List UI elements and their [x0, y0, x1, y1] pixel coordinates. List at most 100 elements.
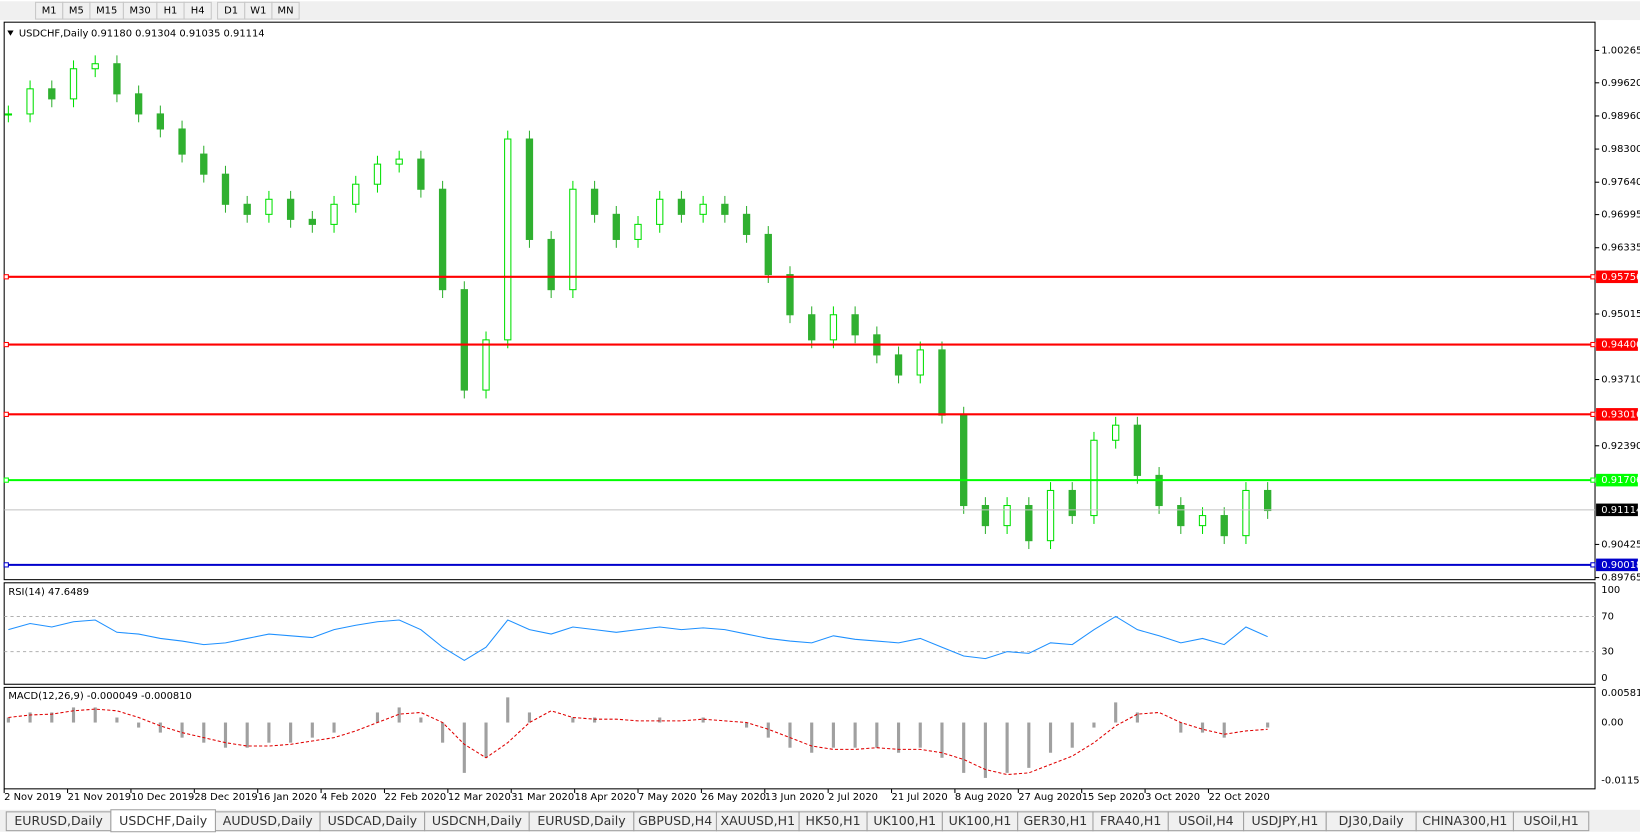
chart-tab-label[interactable]: GER30,H1 [1023, 813, 1087, 828]
chart-tab[interactable] [1512, 811, 1590, 832]
chart-tab-label[interactable]: UK100,H1 [949, 813, 1012, 828]
macd-signal [8, 708, 1268, 776]
chart-ohlc: 0.91180 0.91304 0.91035 0.91114 [91, 29, 265, 40]
chart-tab-label[interactable]: USDCNH,Daily [432, 813, 523, 828]
candle-body [1112, 424, 1120, 441]
date-label: 10 Dec 2019 [131, 792, 194, 803]
chart-tab-label[interactable]: CHINA300,H1 [1422, 813, 1507, 828]
timeframe-button[interactable] [183, 1, 212, 20]
timeframe-label[interactable]: M30 [130, 6, 151, 17]
date-label: 21 Jul 2020 [892, 792, 948, 803]
candle-body [699, 203, 707, 215]
chart-tab-label[interactable]: EURUSD,Daily [537, 813, 626, 828]
level-label-box [1596, 270, 1638, 284]
level-handle[interactable] [3, 477, 9, 483]
timeframe-label[interactable]: M5 [69, 6, 84, 17]
candle-body [1090, 439, 1098, 517]
candle-body [113, 63, 121, 95]
candle-body [1046, 489, 1055, 542]
level-handle[interactable] [3, 562, 9, 568]
main-chart-frame [3, 21, 1596, 581]
current-price-box [1596, 503, 1638, 517]
candle-body [938, 349, 946, 416]
symbol-menu-arrow[interactable] [7, 30, 14, 36]
price-label: 0.98300 [1601, 144, 1640, 155]
candle-body [26, 88, 34, 115]
price-label: 0.96335 [1601, 243, 1640, 254]
candle-body [460, 289, 468, 391]
chart-tab-label[interactable]: USOil,H1 [1523, 813, 1578, 828]
candle-body [178, 128, 186, 155]
level-handle[interactable] [3, 411, 9, 417]
date-label: 12 Mar 2020 [448, 792, 511, 803]
date-label: 7 May 2020 [638, 792, 696, 803]
level-handle[interactable] [1590, 341, 1596, 348]
candle-body [330, 203, 338, 225]
candle-body [960, 414, 968, 507]
price-label: 0.92390 [1601, 441, 1640, 452]
candle-body [48, 88, 56, 100]
price-label: 0.97640 [1601, 177, 1640, 188]
candle-body [894, 354, 903, 376]
chart-tab-label[interactable]: DJ30,Daily [1339, 813, 1405, 828]
candle-body [829, 314, 838, 341]
candle-body [786, 274, 794, 316]
level-handle[interactable] [3, 341, 9, 348]
chart-tab-label[interactable]: FRA40,H1 [1100, 813, 1161, 828]
timeframe-label[interactable]: M1 [42, 6, 57, 17]
level-handle[interactable] [1590, 562, 1596, 568]
current-price-label: 0.91114 [1601, 505, 1640, 516]
chart-tab-label[interactable]: UK100,H1 [873, 813, 936, 828]
candle-body [1242, 489, 1250, 537]
chart-tab-label[interactable]: EURUSD,Daily [14, 813, 103, 828]
timeframe-label[interactable]: H4 [191, 6, 205, 17]
date-label: 16 Jan 2020 [258, 792, 317, 803]
chart-tab-label[interactable]: HK50,H1 [806, 813, 861, 828]
candle-body [200, 153, 208, 175]
candle-body [1133, 424, 1142, 476]
date-label: 2 Nov 2019 [4, 792, 61, 803]
chart-symbol: USDCHF,Daily [19, 29, 89, 40]
candle-body [395, 158, 403, 165]
rsi-label: RSI(14) 47.6489 [8, 587, 89, 598]
timeframe-label[interactable]: H1 [164, 6, 178, 17]
level-label: 0.95756 [1601, 272, 1640, 283]
timeframe-label[interactable]: W1 [250, 6, 266, 17]
price-label: 0.90425 [1601, 539, 1640, 550]
candle-body [851, 314, 859, 336]
level-label-box [1596, 408, 1638, 421]
timeframe-label[interactable]: M15 [96, 6, 117, 17]
macd-axis-label: -0.011514 [1601, 776, 1640, 787]
candle-body [69, 68, 78, 100]
date-label: 22 Oct 2020 [1208, 792, 1269, 803]
candle-body [1198, 515, 1207, 527]
candle-body [504, 138, 512, 341]
timeframe-label[interactable]: D1 [224, 6, 238, 17]
level-handle[interactable] [1590, 477, 1596, 483]
level-handle[interactable] [3, 274, 9, 280]
level-handle[interactable] [1590, 274, 1596, 280]
candle-body [243, 203, 251, 215]
level-label-box [1596, 338, 1638, 351]
chart-tab-label[interactable]: AUDUSD,Daily [223, 813, 314, 828]
chart-tab-label[interactable]: USDCAD,Daily [328, 813, 418, 828]
chart-tab-label[interactable]: GBPUSD,H4 [638, 813, 712, 828]
candle-body [156, 113, 165, 130]
candle-body [612, 213, 620, 240]
level-handle[interactable] [1590, 411, 1596, 417]
timeframe-label[interactable]: MN [278, 6, 294, 17]
chart-tab-label[interactable]: USDCHF,Daily [119, 813, 208, 828]
chart-tab-label[interactable]: USDJPY,H1 [1251, 813, 1318, 828]
rsi-axis-label: 30 [1601, 647, 1614, 658]
macd-axis-label: 0.00 [1601, 718, 1623, 729]
chart-tab-label[interactable]: XAUUSD,H1 [720, 813, 795, 828]
candle-body [916, 349, 924, 376]
date-label: 28 Dec 2019 [194, 792, 257, 803]
timeframe-button[interactable] [271, 1, 300, 20]
candle-body [677, 198, 686, 215]
level-label: 0.90018 [1601, 560, 1640, 571]
candle-body [265, 198, 273, 215]
candle-body [656, 198, 664, 225]
chart-tab-label[interactable]: USOil,H4 [1178, 813, 1233, 828]
